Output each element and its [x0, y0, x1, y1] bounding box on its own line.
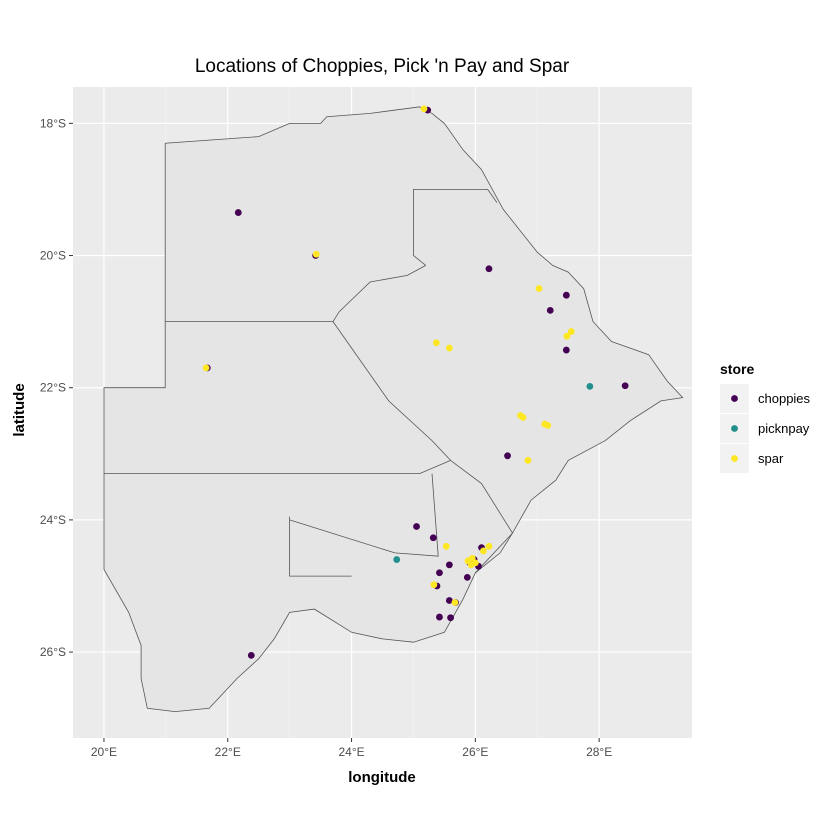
- y-tick-label: 18°S: [40, 116, 66, 130]
- point-spar: [442, 542, 450, 550]
- legend-swatch-spar: [731, 455, 738, 462]
- y-tick-label: 20°S: [40, 249, 66, 263]
- point-choppies: [429, 534, 437, 542]
- point-spar: [471, 559, 479, 567]
- district-boundary: [104, 460, 451, 475]
- point-spar: [524, 457, 532, 464]
- point-choppies: [504, 452, 511, 460]
- point-spar: [451, 599, 459, 606]
- point-choppies: [445, 597, 453, 604]
- x-tick-label: 28°E: [586, 745, 612, 759]
- point-spar: [312, 250, 320, 258]
- x-axis-title: longitude: [348, 769, 416, 786]
- point-choppies: [485, 265, 493, 273]
- point-choppies: [413, 523, 420, 530]
- y-axis-title: latitude: [11, 383, 28, 436]
- point-choppies: [445, 561, 453, 569]
- legend-swatch-choppies: [731, 395, 738, 402]
- point-spar: [563, 332, 571, 340]
- point-choppies: [562, 291, 570, 299]
- point-spar: [544, 421, 552, 429]
- point-choppies: [447, 614, 454, 622]
- x-tick-label: 24°E: [338, 745, 364, 759]
- point-choppies: [546, 306, 554, 314]
- district-boundary: [413, 188, 498, 266]
- point-spar: [535, 285, 543, 292]
- point-spar: [420, 105, 428, 113]
- point-spar: [430, 581, 438, 589]
- plot-title: Locations of Choppies, Pick 'n Pay and S…: [195, 56, 570, 77]
- district-boundary: [332, 265, 426, 322]
- x-tick-label: 22°E: [215, 745, 241, 759]
- x-tick-label: 26°E: [462, 745, 488, 759]
- legend-label-picknpay: picknpay: [758, 421, 810, 436]
- point-spar: [519, 414, 527, 421]
- point-picknpay: [393, 556, 401, 563]
- point-choppies: [436, 613, 443, 621]
- y-tick-label: 24°S: [40, 513, 66, 527]
- legend-label-choppies: choppies: [758, 391, 811, 406]
- legend-label-spar: spar: [758, 451, 784, 466]
- point-choppies: [562, 346, 570, 354]
- district-boundary: [289, 473, 439, 557]
- point-picknpay: [586, 382, 594, 390]
- country-outline: [103, 106, 684, 713]
- point-choppies: [436, 569, 443, 577]
- point-choppies: [247, 651, 255, 659]
- legend-swatch-picknpay: [731, 425, 738, 432]
- point-spar: [479, 547, 487, 555]
- y-tick-label: 26°S: [40, 645, 66, 659]
- point-spar: [202, 364, 210, 372]
- point-spar: [432, 339, 440, 347]
- point-choppies: [463, 573, 471, 581]
- point-spar: [485, 542, 493, 550]
- district-boundary: [450, 460, 513, 534]
- district-boundary: [332, 321, 451, 461]
- y-tick-label: 22°S: [40, 381, 66, 395]
- point-spar: [567, 328, 575, 335]
- x-tick-label: 20°E: [91, 745, 117, 759]
- point-choppies: [234, 209, 242, 216]
- point-choppies: [621, 382, 629, 390]
- district-boundary: [289, 516, 352, 577]
- legend-title: store: [720, 361, 754, 377]
- point-spar: [445, 344, 453, 352]
